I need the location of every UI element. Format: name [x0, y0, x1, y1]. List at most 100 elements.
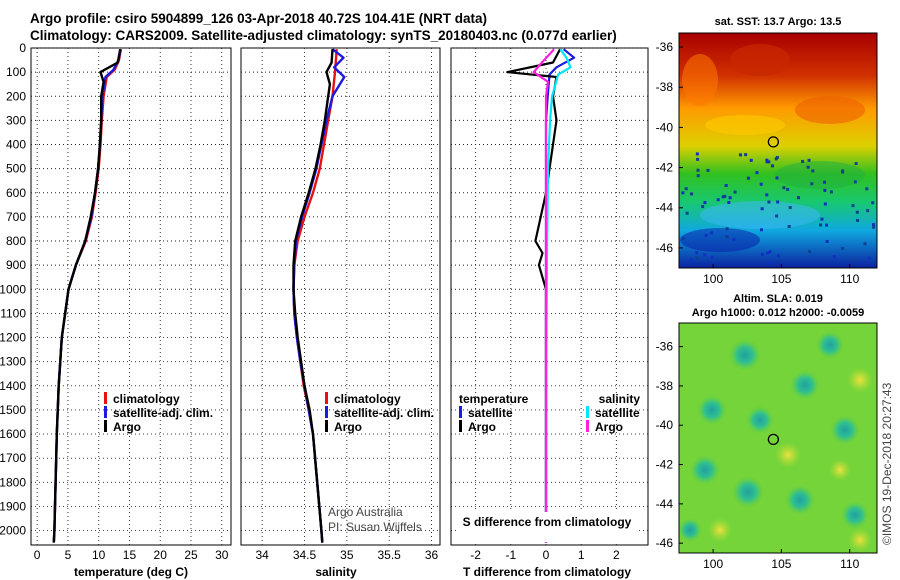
legend-swatch-s-satellite — [586, 406, 589, 418]
tick-label-depth: 100 — [6, 65, 26, 79]
sst-map-frame — [678, 32, 878, 269]
sst-speckle — [716, 198, 720, 202]
legend-label-satellite: satellite-adj. clim. — [113, 406, 213, 420]
sst-speckle — [771, 164, 775, 168]
tick-label-depth: 1900 — [0, 499, 26, 513]
sst-speckle — [865, 187, 869, 191]
map-tick-label-y: -40 — [656, 418, 674, 432]
sst-speckle — [866, 209, 870, 213]
tick-label-x: -1 — [505, 548, 516, 562]
sst-speckle — [723, 194, 727, 198]
figure-title-line1: Argo profile: csiro 5904899_126 03-Apr-2… — [30, 11, 487, 26]
sst-speckle — [776, 200, 780, 204]
sst-speckle — [810, 182, 814, 186]
tick-label-depth: 200 — [6, 89, 26, 103]
sst-speckle — [696, 174, 700, 178]
sst-speckle — [808, 250, 812, 254]
map-tick-label-x: 100 — [703, 557, 723, 571]
tick-label-x: 20 — [154, 548, 168, 562]
legend-label-t-argo: Argo — [468, 420, 496, 434]
difference-t-ticks: -2 -1 0 1 2 — [470, 548, 620, 562]
map-tick-label-x: 110 — [840, 272, 859, 286]
sst-speckle — [851, 204, 855, 208]
sst-speckle — [854, 162, 858, 166]
tick-label-depth: 600 — [6, 186, 26, 200]
sst-speckle — [690, 192, 694, 196]
tick-label-depth: 1000 — [0, 282, 26, 296]
sst-speckle — [774, 157, 778, 161]
tick-label-x: 5 — [65, 548, 72, 562]
sst-speckle — [776, 254, 780, 258]
map-tick-label-x: 105 — [771, 272, 791, 286]
sst-speckle — [801, 159, 805, 163]
temperature-lines — [52, 48, 122, 543]
sst-speckle — [710, 255, 714, 259]
sst-speckle — [768, 261, 772, 265]
map-tick-label-y: -36 — [656, 340, 674, 354]
tick-label-depth: 900 — [6, 258, 26, 272]
legend-title-temperature: temperature — [459, 392, 529, 406]
sst-speckle — [733, 190, 737, 194]
sst-speckle — [701, 204, 705, 208]
sst-map-ticks: 100 105 110 -36 -38 -40 -42 -44 -46 — [656, 40, 860, 286]
sst-speckle — [689, 257, 693, 261]
tick-label-x: 36 — [425, 548, 439, 562]
temperature-legend: climatology satellite-adj. clim. Argo — [104, 392, 213, 434]
map-tick-label-y: -42 — [656, 161, 674, 175]
sst-speckle — [703, 253, 707, 257]
sst-speckle — [823, 180, 827, 184]
tick-label-depth: 1600 — [0, 427, 26, 441]
sst-speckle — [768, 250, 772, 254]
sst-speckle — [765, 158, 769, 162]
sst-speckle — [806, 165, 810, 169]
sst-speckle — [767, 200, 771, 204]
sst-speckle — [841, 170, 845, 174]
sst-speckle — [811, 169, 815, 173]
map-tick-label-y: -38 — [656, 80, 674, 94]
legend-swatch-s-argo — [586, 420, 589, 432]
temperature-x-ticks: 0 5 10 15 20 25 30 — [34, 548, 229, 562]
sst-speckle — [820, 217, 824, 221]
sst-speckle — [823, 188, 827, 192]
difference-legend: temperature satellite Argo salinity sate… — [459, 392, 640, 434]
salinity-lines — [292, 48, 346, 543]
sst-speckle — [695, 152, 699, 156]
sst-speckle — [863, 242, 867, 246]
legend-swatch-argo — [104, 420, 107, 432]
imos-credit: ©IMOS 19-Dec-2018 20:27:43 — [880, 382, 894, 545]
sla-map-image — [678, 323, 877, 553]
legend-swatch-t-argo — [459, 420, 462, 432]
tick-label-depth: 1400 — [0, 379, 26, 393]
sla-map-ticks: 100 105 110 -36 -38 -40 -42 -44 -46 — [656, 340, 860, 571]
map-tick-label-y: -46 — [656, 241, 674, 255]
sst-speckle — [725, 227, 729, 231]
tick-label-depth: 400 — [6, 138, 26, 152]
legend-swatch-climatology — [325, 392, 328, 404]
sst-speckle — [725, 235, 729, 239]
sst-speckle — [775, 214, 779, 218]
tick-label-x: 30 — [215, 548, 229, 562]
temperature-x-label: temperature (deg C) — [74, 565, 188, 579]
annotation-argo-australia: Argo Australia — [328, 505, 403, 519]
map-tick-label-y: -44 — [656, 497, 674, 511]
sst-speckle — [855, 210, 859, 214]
sst-map-title: sat. SST: 13.7 Argo: 13.5 — [715, 16, 842, 28]
tick-label-x: 15 — [123, 548, 137, 562]
sst-speckle — [765, 193, 769, 197]
sst-map-float-marker — [767, 136, 780, 148]
sla-map: Altim. SLA: 0.019 Argo h1000: 0.012 h200… — [656, 293, 878, 571]
sst-speckle — [872, 225, 876, 229]
sst-speckle — [788, 206, 792, 210]
sst-speckle — [766, 251, 770, 255]
sst-speckle — [796, 196, 800, 200]
temperature-panel: 0 5 10 15 20 25 30 0 100 200 300 400 500 600 700 800 90… — [0, 41, 232, 579]
t-difference-label: T difference from climatology — [463, 565, 631, 579]
sst-speckle — [685, 211, 689, 215]
sst-speckle — [724, 184, 728, 188]
sst-speckle — [760, 207, 764, 211]
sst-speckle — [744, 153, 748, 157]
legend-label-argo: Argo — [334, 420, 362, 434]
legend-label-climatology: climatology — [334, 392, 401, 406]
sst-speckle — [695, 256, 699, 260]
